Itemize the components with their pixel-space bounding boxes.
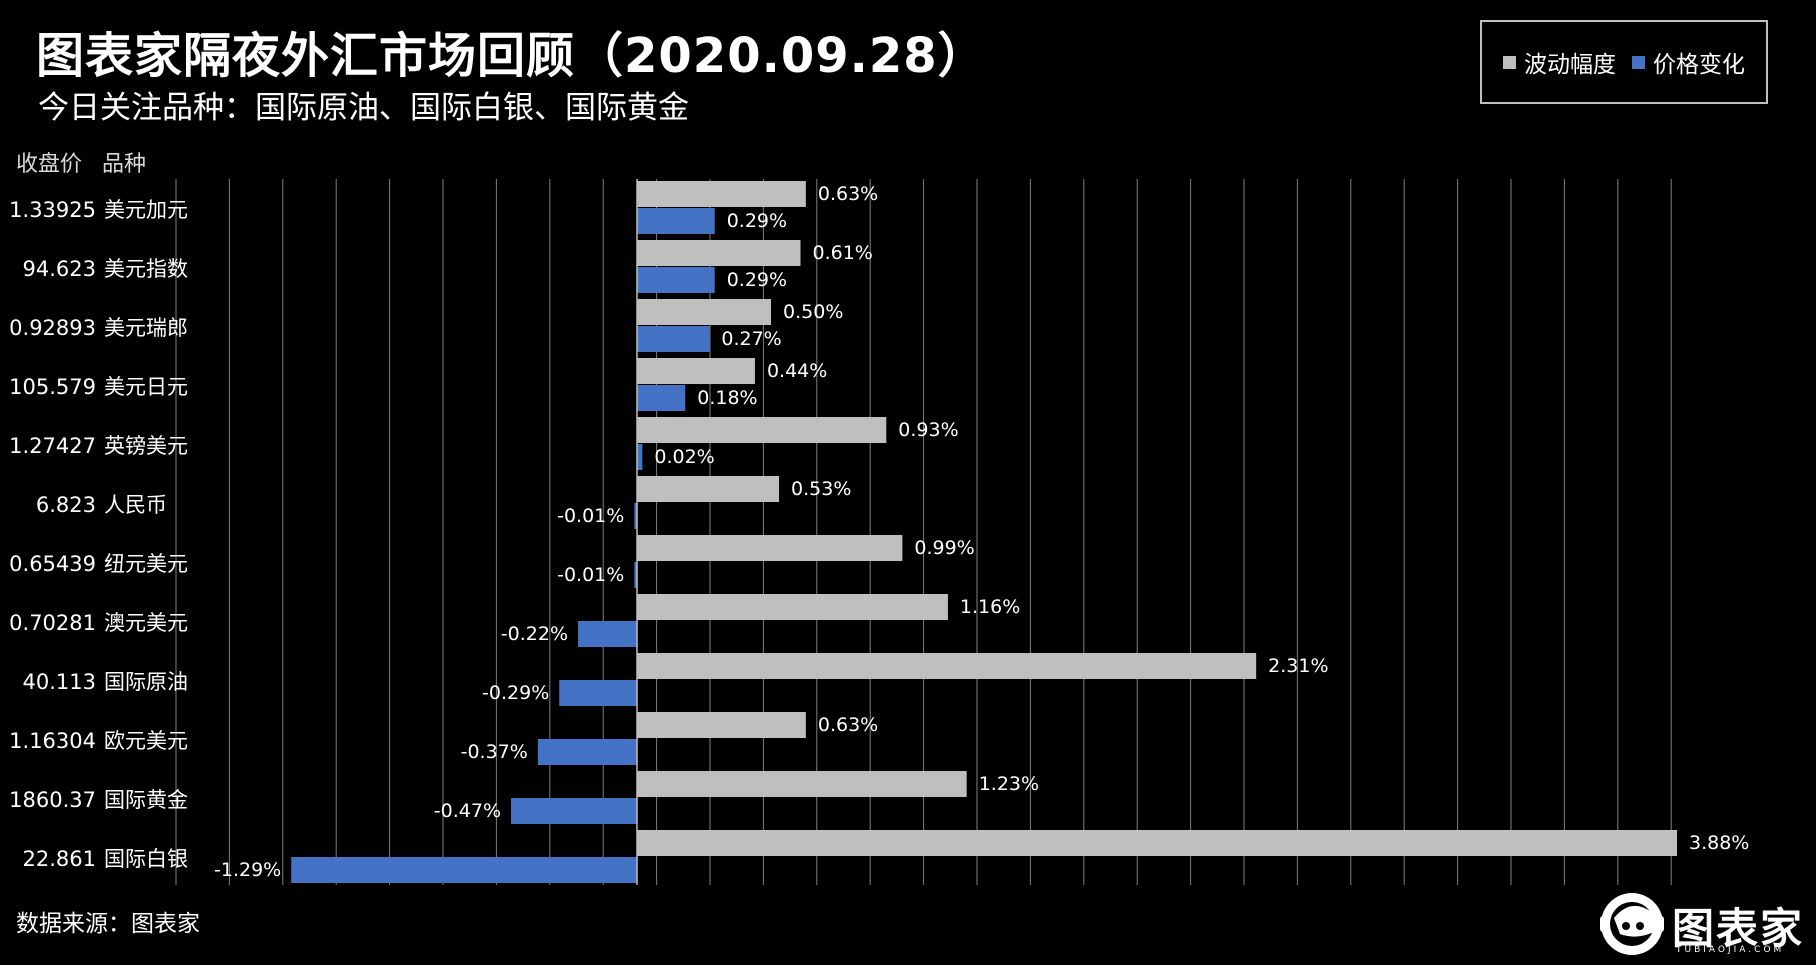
category-label: 美元指数 — [104, 257, 188, 281]
data-label-price-change: 0.29% — [727, 269, 787, 291]
data-label-price-change: -0.01% — [557, 564, 624, 586]
data-label-price-change: 0.27% — [721, 328, 781, 350]
bar-volatility — [637, 240, 801, 266]
bar-price-change — [578, 621, 637, 647]
bar-price-change — [637, 444, 643, 470]
bar-price-change — [559, 680, 637, 706]
bar-price-change — [634, 503, 637, 529]
bar-price-change — [511, 798, 637, 824]
legend-item-price-change: 价格变化 — [1632, 45, 1745, 79]
legend-label-price-change: 价格变化 — [1653, 52, 1745, 78]
bar-volatility — [637, 358, 755, 384]
bar-volatility — [637, 535, 903, 561]
bar-volatility — [637, 594, 948, 620]
data-source: 数据来源：图表家 — [16, 911, 200, 937]
close-price-label: 1.27427 — [9, 434, 96, 458]
category-label: 国际白银 — [104, 847, 188, 871]
data-label-price-change: 0.29% — [727, 210, 787, 232]
close-price-label: 0.92893 — [9, 316, 96, 340]
bar-volatility — [637, 771, 967, 797]
bar-price-change — [537, 739, 637, 765]
data-label-volatility: 0.61% — [813, 242, 873, 264]
data-label-price-change: 0.02% — [654, 446, 714, 468]
logo-name: 图表家 — [1672, 904, 1805, 953]
legend: 波动幅度 价格变化 — [1480, 20, 1768, 104]
close-price-label: 1860.37 — [9, 788, 96, 812]
close-price-label: 1.16304 — [9, 729, 96, 753]
header-variety: 品种 — [102, 152, 147, 177]
category-label: 国际黄金 — [104, 788, 188, 812]
data-label-volatility: 0.99% — [914, 537, 974, 559]
legend-item-volatility: 波动幅度 — [1503, 45, 1616, 79]
bar-volatility — [637, 653, 1257, 679]
close-price-label: 22.861 — [23, 847, 96, 871]
data-label-volatility: 3.88% — [1689, 832, 1749, 854]
data-label-volatility: 0.63% — [818, 714, 878, 736]
data-label-price-change: -0.01% — [557, 505, 624, 527]
data-label-volatility: 0.50% — [783, 301, 843, 323]
header-close-price: 收盘价 — [16, 152, 83, 177]
data-label-price-change: -0.29% — [482, 682, 549, 704]
chart-title: 图表家隔夜外汇市场回顾（2020.09.28） — [36, 28, 987, 84]
data-label-price-change: -1.29% — [214, 859, 281, 881]
bar-volatility — [637, 299, 772, 325]
data-label-volatility: 2.31% — [1268, 655, 1328, 677]
close-price-label: 0.70281 — [9, 611, 96, 635]
legend-swatch-volatility — [1503, 55, 1516, 69]
category-label: 美元加元 — [104, 198, 188, 222]
close-price-label: 6.823 — [36, 493, 96, 517]
logo-domain: TUBIAOJIA.COM — [1676, 945, 1785, 955]
category-label: 英镑美元 — [104, 434, 188, 458]
legend-swatch-price-change — [1632, 55, 1645, 69]
chart-subtitle: 今日关注品种：国际原油、国际白银、国际黄金 — [38, 90, 689, 126]
close-price-label: 40.113 — [23, 670, 96, 694]
bar-volatility — [637, 181, 806, 207]
close-price-label: 0.65439 — [9, 552, 96, 576]
bar-price-change — [637, 326, 710, 352]
bar-price-change — [634, 562, 637, 588]
close-price-label: 105.579 — [9, 375, 96, 399]
data-label-price-change: 0.18% — [697, 387, 757, 409]
category-label: 美元日元 — [104, 375, 188, 399]
data-label-price-change: -0.47% — [434, 800, 501, 822]
data-label-price-change: -0.22% — [501, 623, 568, 645]
category-label: 国际原油 — [104, 670, 188, 694]
category-label: 美元瑞郎 — [104, 316, 188, 340]
bar-price-change — [637, 267, 715, 293]
bar-volatility — [637, 712, 806, 738]
legend-label-volatility: 波动幅度 — [1524, 52, 1616, 78]
category-label: 澳元美元 — [104, 611, 188, 635]
data-label-price-change: -0.37% — [461, 741, 528, 763]
bar-volatility — [637, 830, 1677, 856]
data-label-volatility: 1.16% — [960, 596, 1020, 618]
logo-mascot-icon — [1600, 893, 1664, 955]
category-label: 欧元美元 — [104, 729, 188, 753]
close-price-label: 1.33925 — [9, 198, 96, 222]
bar-volatility — [637, 417, 887, 443]
data-label-volatility: 0.53% — [791, 478, 851, 500]
bar-price-change — [637, 208, 715, 234]
close-price-label: 94.623 — [23, 257, 96, 281]
data-label-volatility: 1.23% — [979, 773, 1039, 795]
bar-volatility — [637, 476, 780, 502]
category-label: 人民币 — [104, 493, 167, 517]
bar-price-change — [637, 385, 686, 411]
bar-price-change — [291, 857, 637, 883]
category-label: 纽元美元 — [104, 552, 188, 576]
data-label-volatility: 0.44% — [767, 360, 827, 382]
data-label-volatility: 0.93% — [898, 419, 958, 441]
data-label-volatility: 0.63% — [818, 183, 878, 205]
